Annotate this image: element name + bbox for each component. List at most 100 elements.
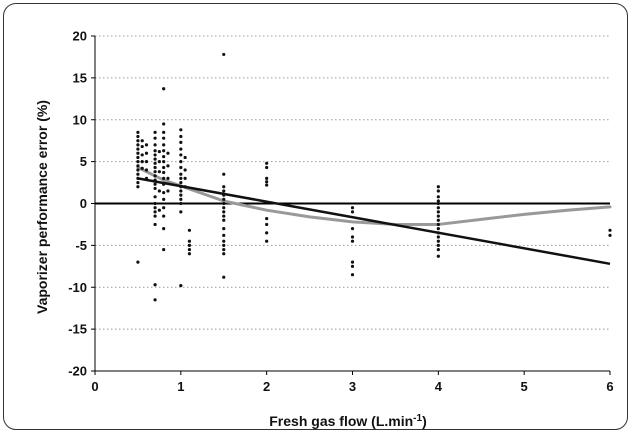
data-point xyxy=(153,210,157,214)
data-point xyxy=(162,247,166,252)
data-point xyxy=(222,185,226,189)
data-point xyxy=(608,228,612,232)
data-point xyxy=(436,199,440,203)
data-point xyxy=(136,147,140,151)
data-point xyxy=(162,149,166,153)
data-point xyxy=(222,227,226,231)
data-point xyxy=(157,208,161,212)
data-points xyxy=(136,52,612,302)
data-point xyxy=(436,210,440,214)
data-point xyxy=(179,197,183,201)
data-point xyxy=(222,243,226,247)
data-point xyxy=(265,161,269,165)
data-point xyxy=(162,197,166,201)
data-point xyxy=(179,153,183,157)
data-point xyxy=(162,170,166,175)
data-point xyxy=(436,189,440,193)
data-point xyxy=(162,87,166,91)
data-point xyxy=(187,228,192,232)
x-tick-label: 1 xyxy=(177,379,184,394)
data-point xyxy=(162,130,166,134)
data-point xyxy=(136,134,140,139)
data-point xyxy=(350,273,355,277)
data-point xyxy=(136,180,140,185)
data-point xyxy=(144,168,149,172)
data-point xyxy=(222,239,226,243)
data-point xyxy=(350,235,355,239)
data-point xyxy=(179,176,183,180)
data-point xyxy=(350,206,355,210)
data-point xyxy=(153,143,157,147)
data-point xyxy=(136,260,140,264)
data-point xyxy=(153,157,157,161)
data-point xyxy=(265,180,269,184)
data-point xyxy=(179,165,183,170)
data-point xyxy=(265,222,269,227)
x-tick-label: 6 xyxy=(606,379,613,394)
data-point xyxy=(153,178,157,182)
data-point xyxy=(436,231,440,235)
y-tick-label: 10 xyxy=(73,112,87,127)
y-tick-label: -20 xyxy=(68,364,87,379)
data-point xyxy=(179,172,183,176)
data-point xyxy=(608,233,612,237)
data-point xyxy=(162,160,166,164)
data-point xyxy=(222,201,226,206)
y-tick-label: 5 xyxy=(80,154,87,169)
data-point xyxy=(222,275,226,279)
data-point xyxy=(265,216,269,221)
data-point xyxy=(157,149,161,154)
data-point xyxy=(187,252,192,256)
data-point xyxy=(179,189,183,193)
data-point xyxy=(179,193,183,197)
y-tick-label: -5 xyxy=(75,238,87,253)
data-point xyxy=(436,185,440,189)
data-point xyxy=(265,231,269,235)
data-point xyxy=(179,283,183,288)
data-point xyxy=(265,165,269,170)
data-point xyxy=(436,222,440,227)
data-point xyxy=(436,235,440,239)
data-point xyxy=(222,233,226,237)
data-point xyxy=(350,239,355,243)
data-point xyxy=(136,185,140,189)
data-point xyxy=(436,227,440,231)
x-tick-label: 3 xyxy=(349,379,356,394)
x-tick-labels: 0 1 2 3 4 5 6 xyxy=(91,379,613,394)
data-point xyxy=(179,201,183,206)
data-point xyxy=(153,136,157,140)
data-point xyxy=(222,197,226,201)
data-point xyxy=(153,214,157,218)
y-tick-label: -15 xyxy=(68,322,87,337)
data-point xyxy=(222,247,226,252)
data-point xyxy=(179,134,183,139)
x-tick-label: 0 xyxy=(91,379,98,394)
data-point xyxy=(140,139,144,143)
data-point xyxy=(436,214,440,218)
data-point xyxy=(153,149,157,153)
y-axis-title: Vaporizer performance error (%) xyxy=(34,100,50,314)
data-point xyxy=(153,186,157,191)
data-point xyxy=(153,165,157,170)
data-point xyxy=(136,164,140,168)
data-point xyxy=(162,155,166,159)
x-tick-label: 2 xyxy=(263,379,270,394)
data-point xyxy=(144,143,149,147)
x-tick-label: 5 xyxy=(521,379,528,394)
data-point xyxy=(265,183,269,187)
data-point xyxy=(162,165,166,170)
data-point xyxy=(179,210,183,214)
data-point xyxy=(222,214,226,218)
data-point xyxy=(144,151,149,155)
data-point xyxy=(436,254,440,258)
data-point xyxy=(136,172,140,176)
data-point xyxy=(179,140,183,144)
data-point xyxy=(166,151,170,155)
y-tick-labels: 20 15 10 5 0 -5 -10 -15 -20 xyxy=(68,29,87,379)
y-tick-label: 20 xyxy=(73,29,87,44)
data-point xyxy=(350,260,355,264)
data-point xyxy=(162,136,166,140)
data-point xyxy=(136,143,140,147)
data-point xyxy=(162,182,166,186)
data-point xyxy=(153,130,157,134)
